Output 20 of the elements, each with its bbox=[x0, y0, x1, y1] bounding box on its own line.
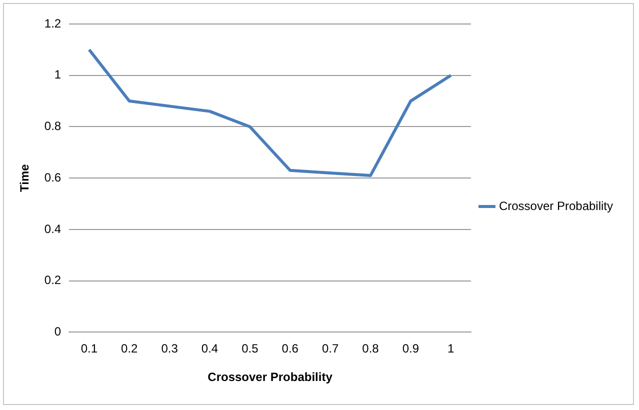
legend-label: Crossover Probability bbox=[498, 198, 614, 213]
x-tick-label: 0.4 bbox=[201, 342, 218, 356]
y-tick-label: 0.2 bbox=[44, 273, 62, 288]
x-tick-label: 0.3 bbox=[161, 342, 178, 356]
x-tick-label: 0.8 bbox=[362, 342, 380, 356]
y-tick-label: 0 bbox=[54, 324, 62, 339]
x-tick-label: 0.1 bbox=[80, 342, 98, 356]
x-tick-label: 0.5 bbox=[242, 342, 259, 356]
y-tick-label: 0.4 bbox=[44, 222, 62, 236]
x-tick-label: 0.7 bbox=[322, 342, 339, 356]
x-axis-title: Crossover Probability bbox=[208, 370, 333, 384]
y-axis-title: Time bbox=[18, 164, 32, 192]
y-tick-label: 0.6 bbox=[44, 170, 62, 184]
x-tick-label: 0.9 bbox=[402, 342, 420, 356]
y-tick-label: 1 bbox=[54, 68, 62, 82]
x-tick-label: 0.2 bbox=[121, 342, 138, 356]
y-tick-label: 1.2 bbox=[44, 16, 62, 30]
y-tick-label: 0.8 bbox=[44, 119, 62, 134]
x-tick-label: 1 bbox=[448, 342, 455, 356]
x-tick-label: 0.6 bbox=[282, 342, 299, 356]
